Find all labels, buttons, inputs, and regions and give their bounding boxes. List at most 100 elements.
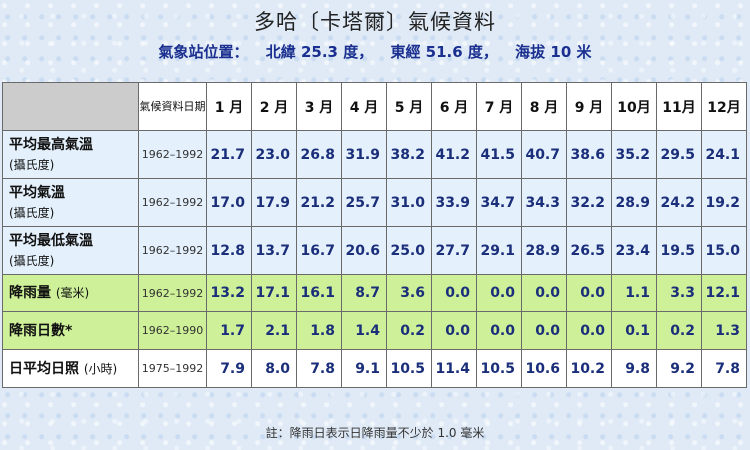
table-cell: 1.1 [611,274,657,312]
table-cell: 24.2 [656,178,702,227]
row-label: 降雨日數* [2,311,139,350]
table-cell: 10.5 [386,349,432,388]
table-cell: 19.5 [656,226,702,275]
corner-cell [2,82,139,131]
row-sunshine: 日平均日照 (小時) 1975–1992 7.9 8.0 7.8 9.1 10.5 11.4 1… [2,349,747,388]
month-header: 4 月 [341,82,387,131]
month-header: 6 月 [431,82,477,131]
table-cell: 0.2 [386,311,432,350]
table-cell: 34.3 [521,178,567,227]
table-cell: 17.1 [251,274,297,312]
table-cell: 9.1 [341,349,387,388]
month-header: 1 月 [206,82,252,131]
table-cell: 35.2 [611,130,657,179]
month-header: 8 月 [521,82,567,131]
table-cell: 33.9 [431,178,477,227]
station-altitude: 海拔 10 米 [515,43,592,61]
table-cell: 16.7 [296,226,342,275]
table-cell: 3.6 [386,274,432,312]
table-cell: 8.0 [251,349,297,388]
row-label: 平均最低氣溫 (攝氏度) [2,226,139,275]
row-period: 1962–1992 [138,226,207,275]
table-cell: 12.1 [701,274,747,312]
table-cell: 20.6 [341,226,387,275]
month-header: 10月 [611,82,657,131]
row-label: 平均氣溫 (攝氏度) [2,178,139,227]
row-label-text: 平均最低氣溫 [9,232,93,249]
table-cell: 0.1 [611,311,657,350]
table-cell: 7.8 [296,349,342,388]
page-title: 多哈〔卡塔爾〕氣候資料 [254,10,496,34]
table-cell: 3.3 [656,274,702,312]
row-period: 1975–1992 [138,349,207,388]
row-unit: (小時) [83,361,118,376]
table-cell: 28.9 [521,226,567,275]
table-cell: 38.6 [566,130,612,179]
table-cell: 1.4 [341,311,387,350]
table-cell: 31.9 [341,130,387,179]
row-label: 平均最高氣溫 (攝氏度) [2,130,139,179]
table-cell: 26.5 [566,226,612,275]
row-rainfall: 降雨量 (毫米) 1962–1992 13.2 17.1 16.1 8.7 3.6 0.0 0.… [2,274,747,312]
row-label-text: 平均最高氣溫 [9,136,93,153]
table-cell: 7.8 [701,349,747,388]
station-longitude: 東經 51.6 度， [390,43,498,61]
table-cell: 26.8 [296,130,342,179]
table-cell: 0.0 [476,311,522,350]
table-cell: 0.0 [521,311,567,350]
row-unit: (攝氏度) [9,253,55,268]
row-period: 1962–1990 [138,311,207,350]
table-cell: 23.4 [611,226,657,275]
table-cell: 24.1 [701,130,747,179]
row-avg-temp: 平均氣溫 (攝氏度) 1962–1992 17.0 17.9 21.2 25.7 31.0 33… [2,178,747,227]
table-cell: 1.3 [701,311,747,350]
month-header: 12月 [701,82,747,131]
row-label-text: 日平均日照 [9,360,79,377]
month-header: 5 月 [386,82,432,131]
row-unit: (攝氏度) [9,157,55,172]
table-cell: 41.2 [431,130,477,179]
table-cell: 0.0 [431,274,477,312]
table-cell: 8.7 [341,274,387,312]
table-cell: 34.7 [476,178,522,227]
table-cell: 21.2 [296,178,342,227]
table-cell: 17.9 [251,178,297,227]
table-cell: 13.7 [251,226,297,275]
row-period: 1962–1992 [138,274,207,312]
table-cell: 28.9 [611,178,657,227]
table-cell: 31.0 [386,178,432,227]
table-cell: 0.0 [476,274,522,312]
table-cell: 13.2 [206,274,252,312]
table-cell: 40.7 [521,130,567,179]
table-cell: 10.6 [521,349,567,388]
row-label: 降雨量 (毫米) [2,274,139,312]
period-header: 氣候資料日期 [138,82,207,131]
table-cell: 9.2 [656,349,702,388]
table-cell: 29.1 [476,226,522,275]
table-cell: 10.2 [566,349,612,388]
table-cell: 27.7 [431,226,477,275]
row-unit: (毫米) [55,286,90,300]
table-cell: 2.1 [251,311,297,350]
table-cell: 38.2 [386,130,432,179]
table-cell: 32.2 [566,178,612,227]
month-header: 7 月 [476,82,522,131]
table-cell: 0.2 [656,311,702,350]
table-cell: 9.8 [611,349,657,388]
footnote: 註：降雨日表示日降雨量不少於 1.0 毫米 [265,426,485,440]
row-label: 日平均日照 (小時) [2,349,139,388]
table-cell: 7.9 [206,349,252,388]
table-cell: 0.0 [431,311,477,350]
table-cell: 1.8 [296,311,342,350]
station-latitude: 北緯 25.3 度， [265,43,374,61]
table-cell: 41.5 [476,130,522,179]
table-cell: 0.0 [566,311,612,350]
station-label: 氣象站位置： [158,43,249,61]
table-cell: 12.8 [206,226,252,275]
month-header: 9 月 [566,82,612,131]
station-location: 氣象站位置： 北緯 25.3 度， 東經 51.6 度， 海拔 10 米 [0,41,750,62]
row-label-text: 降雨日數* [9,322,73,339]
row-label-text: 降雨量 [9,285,51,301]
row-label-text: 平均氣溫 [9,184,65,201]
row-avg-max-temp: 平均最高氣溫 (攝氏度) 1962–1992 21.7 23.0 26.8 31.9 38.2… [2,130,747,179]
